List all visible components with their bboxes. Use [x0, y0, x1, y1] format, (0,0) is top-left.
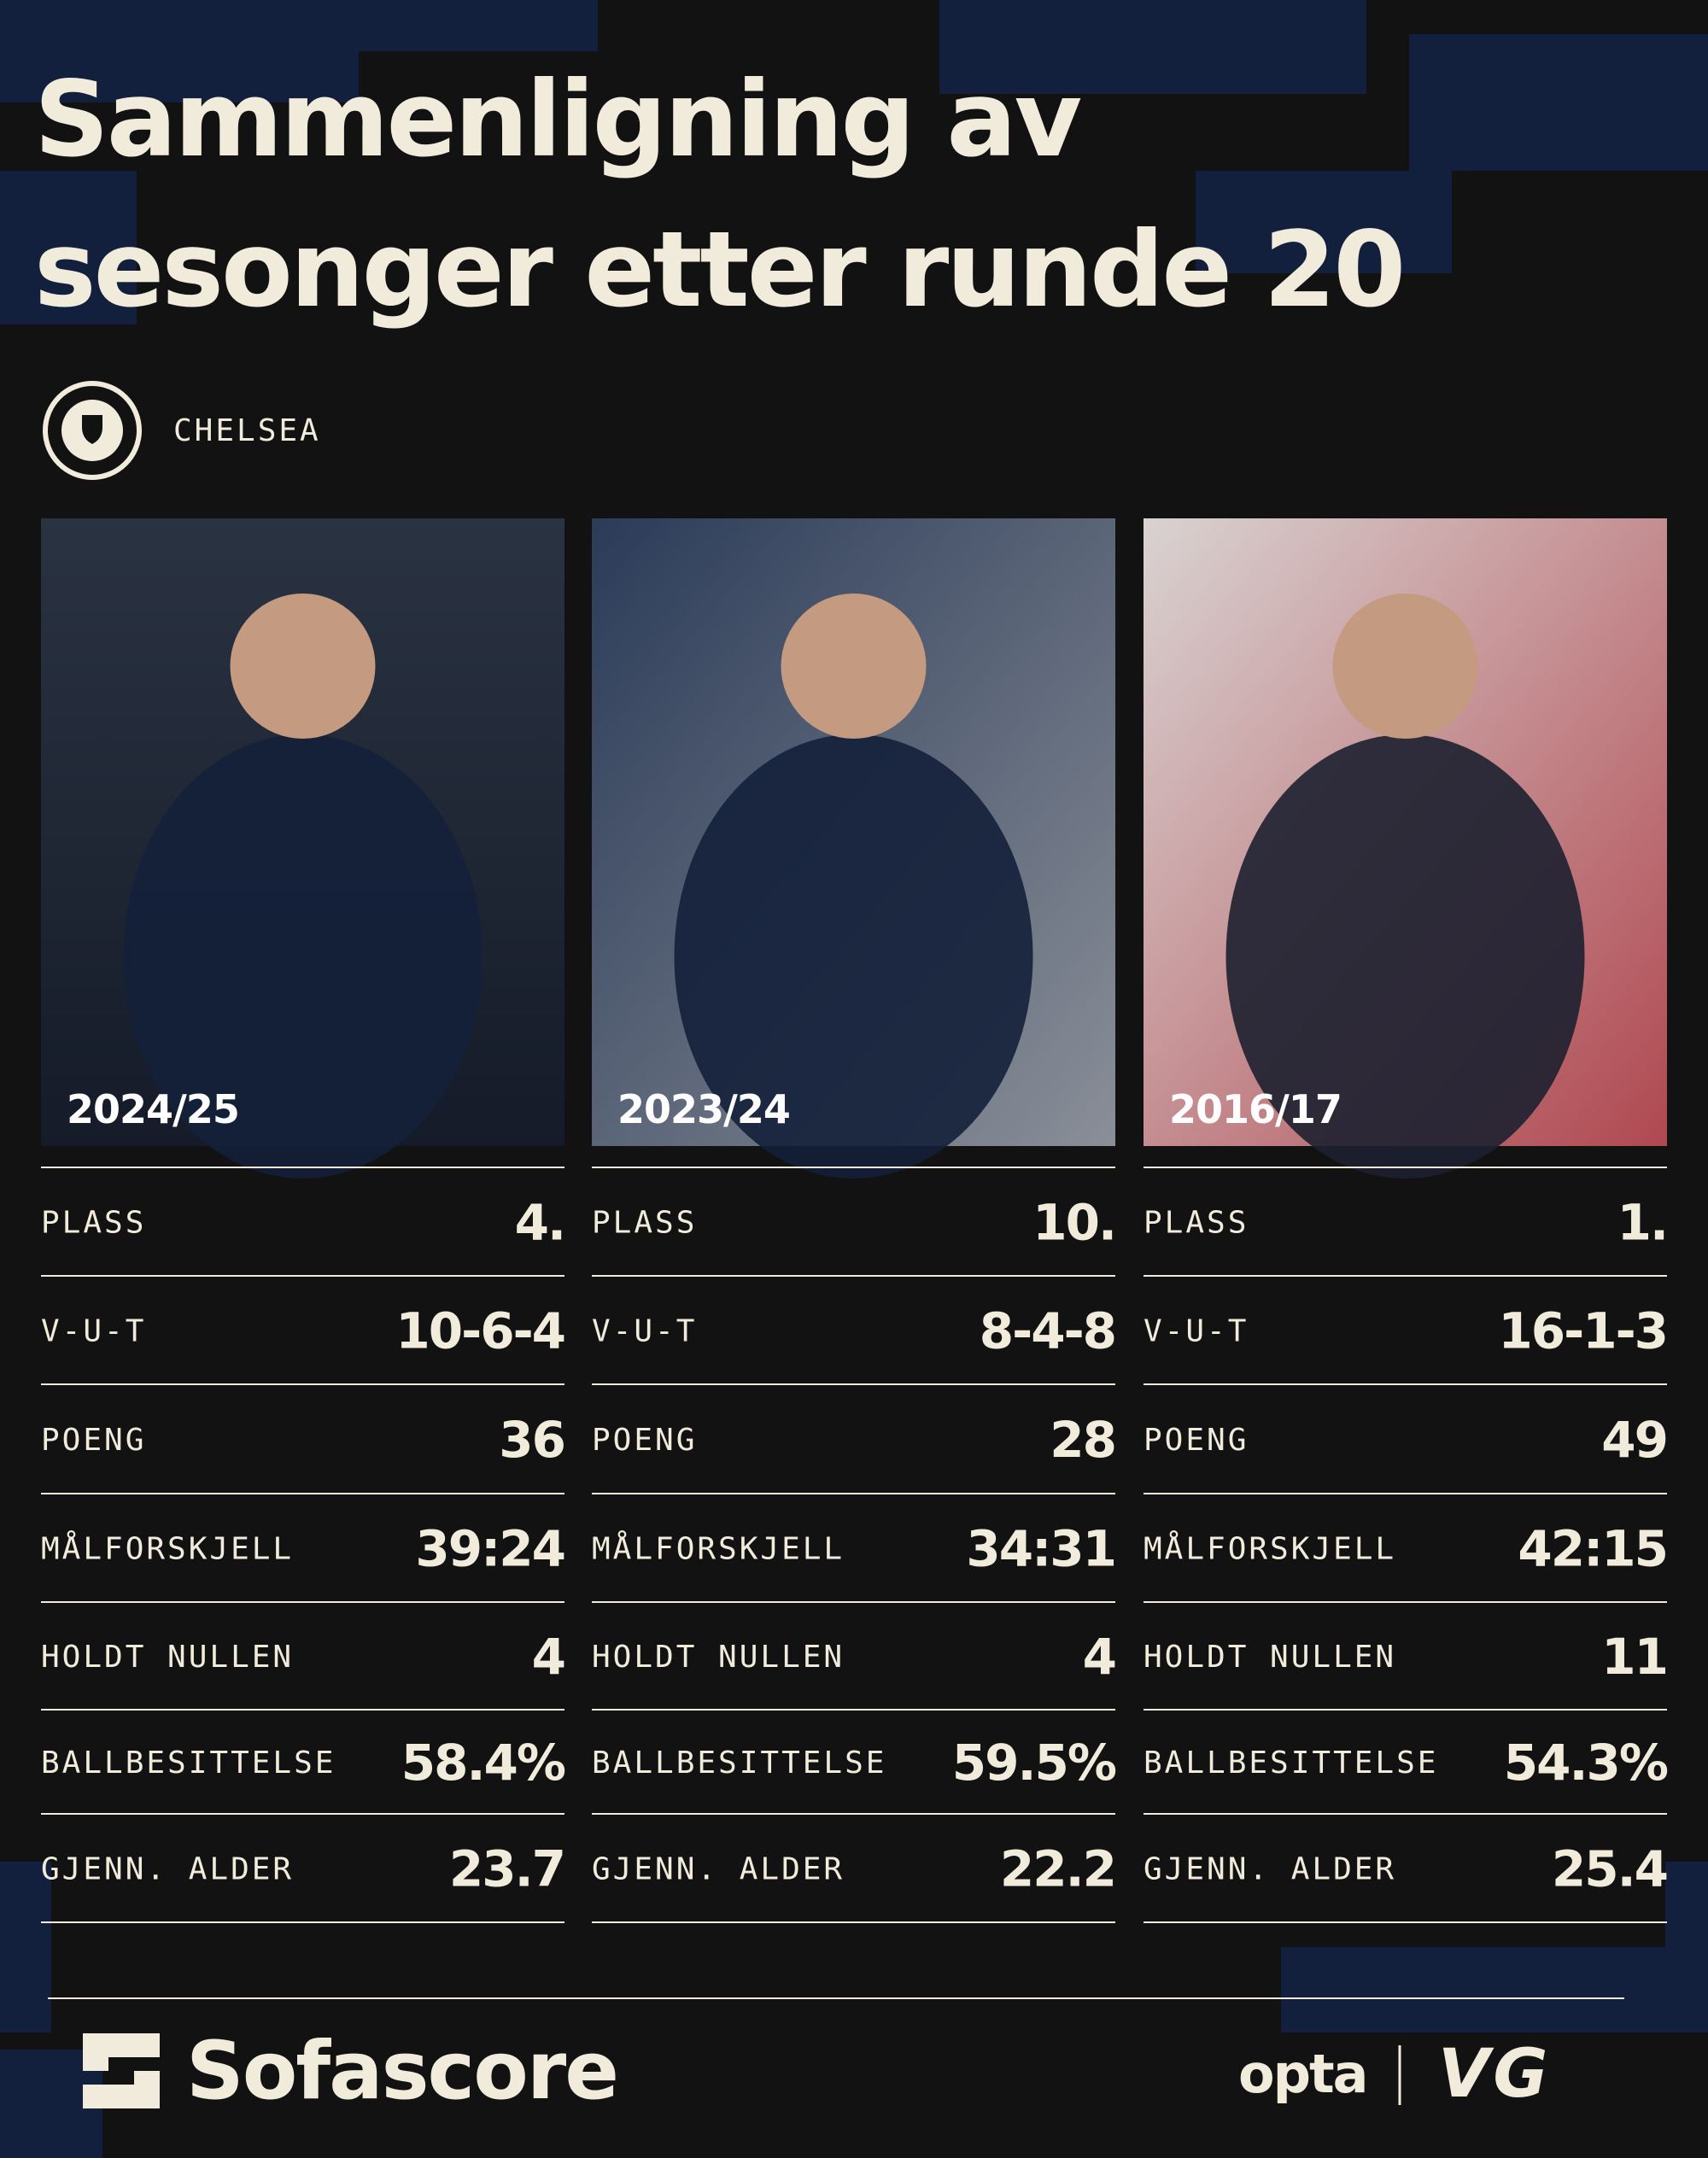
stat-label: HOLDT NULLEN [41, 1640, 294, 1675]
season-columns: 2024/25 PLASS 4. V-U-T 10-6-4 POENG 36 MÅLFORSK… [41, 518, 1670, 1923]
stat-value: 4. [515, 1194, 564, 1252]
stat-value: 58.4% [401, 1734, 565, 1792]
stat-label: PLASS [592, 1206, 697, 1241]
stat-label: MÅLFORSKJELL [592, 1530, 845, 1567]
stat-value: 8-4-8 [980, 1302, 1115, 1360]
season-label: 2024/25 [67, 1086, 239, 1132]
stat-value: 28 [1050, 1411, 1115, 1469]
stat-value: 59.5% [952, 1734, 1116, 1792]
photo-figure [123, 734, 483, 1178]
stat-label: HOLDT NULLEN [1144, 1640, 1396, 1675]
stat-label: GJENN. ALDER [1144, 1852, 1396, 1887]
photo-figure [1225, 734, 1585, 1178]
stat-value: 34:31 [966, 1520, 1115, 1578]
stat-label: GJENN. ALDER [592, 1852, 845, 1887]
stat-label: GJENN. ALDER [41, 1852, 294, 1887]
stat-label: HOLDT NULLEN [592, 1640, 845, 1675]
sofascore-logo [83, 2033, 160, 2108]
photo-head [230, 594, 376, 739]
stat-value: 49 [1601, 1411, 1667, 1469]
stat-label: MÅLFORSKJELL [1144, 1530, 1396, 1567]
stat-value: 1. [1617, 1194, 1667, 1252]
club-name: CHELSEA [173, 413, 321, 448]
stat-value: 4 [532, 1628, 564, 1686]
stat-value: 11 [1601, 1628, 1667, 1686]
photo-figure [674, 734, 1033, 1178]
stat-label: V-U-T [592, 1314, 697, 1349]
stat-value: 39:24 [415, 1520, 564, 1578]
stat-value: 25.4 [1552, 1840, 1667, 1898]
brand: Sofascore [186, 2025, 617, 2118]
title-line: sesonger etter runde 20 [34, 209, 1403, 330]
stat-value: 23.7 [449, 1840, 564, 1898]
title-line: Sammenligning av [34, 59, 1081, 180]
stat-label: V-U-T [1144, 1314, 1249, 1349]
stat-value: 4 [1083, 1628, 1115, 1686]
photo-head [781, 594, 927, 739]
stat-value: 10-6-4 [395, 1302, 564, 1360]
stat-label: PLASS [41, 1206, 146, 1241]
stat-label: PLASS [1144, 1206, 1249, 1241]
club-crest [43, 381, 142, 480]
stat-value: 42:15 [1518, 1520, 1667, 1578]
stat-label: MÅLFORSKJELL [41, 1530, 294, 1567]
stat-value: 36 [499, 1411, 564, 1469]
stat-value: 10. [1032, 1194, 1115, 1252]
stat-label: POENG [41, 1423, 146, 1458]
stat-label: POENG [1144, 1423, 1249, 1458]
stat-label: POENG [592, 1423, 697, 1458]
season-label: 2023/24 [617, 1086, 790, 1132]
stat-label: BALLBESITTELSE [41, 1746, 336, 1781]
stat-label: BALLBESITTELSE [592, 1746, 886, 1781]
stat-value: 54.3% [1504, 1734, 1668, 1792]
stat-value: 16-1-3 [1498, 1302, 1667, 1360]
stat-label: BALLBESITTELSE [1144, 1746, 1438, 1781]
publisher: VG [1438, 2036, 1551, 2113]
photo-head [1332, 594, 1478, 739]
season-label: 2016/17 [1169, 1086, 1342, 1132]
stat-value: 22.2 [1000, 1840, 1115, 1898]
partner: opta [1238, 2043, 1366, 2105]
stat-label: V-U-T [41, 1314, 146, 1349]
